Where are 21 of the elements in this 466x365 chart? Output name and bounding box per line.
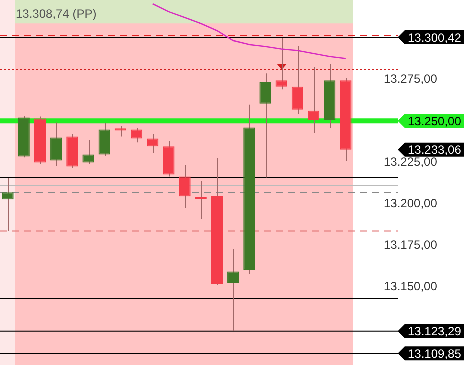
- ref-line-label: 13.123,29: [408, 324, 462, 339]
- candlestick: [147, 134, 159, 154]
- text: 13.233,06: [408, 143, 462, 158]
- candlestick: [82, 140, 94, 165]
- ref-line-label: 13.300,42: [408, 30, 462, 45]
- y-tick-label: 13.150,00: [384, 279, 438, 294]
- y-tick-label: 13.200,00: [384, 196, 438, 210]
- candlestick: [292, 46, 304, 115]
- y-tick-label: 13.225,00: [384, 154, 438, 169]
- candlestick: [308, 66, 320, 134]
- candlestick: [50, 122, 62, 167]
- candlestick: [179, 164, 191, 209]
- candlestick: [98, 122, 110, 157]
- y-tick-label: 13.175,00: [384, 238, 438, 252]
- ref-line-label: 13.250,00: [408, 114, 462, 128]
- y-tick-label: 13.275,00: [384, 72, 438, 86]
- candlestick: [228, 248, 240, 332]
- ref-line-label: 13.109,85: [408, 346, 462, 361]
- candlestick: [260, 73, 272, 178]
- band-label: 13.308,74 (PP): [16, 6, 97, 21]
- candlestick: [2, 178, 14, 232]
